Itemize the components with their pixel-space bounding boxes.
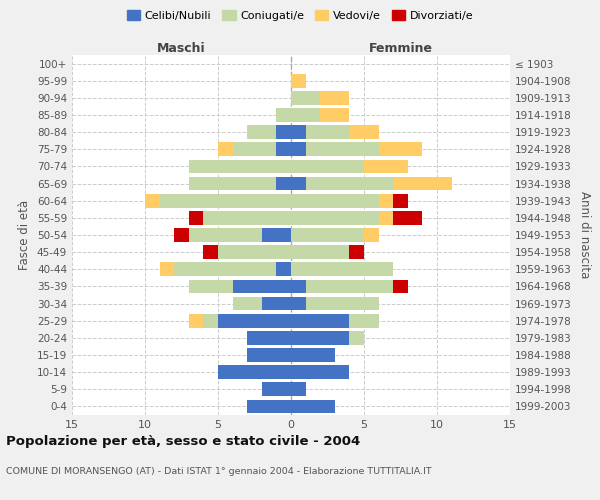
Bar (233, 296, 262, 310)
Bar (218, 314, 291, 328)
Bar (203, 314, 218, 328)
Bar (218, 142, 233, 156)
Bar (320, 108, 349, 122)
Bar (305, 126, 349, 139)
Bar (189, 211, 203, 224)
Bar (233, 280, 291, 293)
Bar (320, 91, 349, 104)
Bar (291, 176, 305, 190)
Bar (349, 126, 379, 139)
Bar (233, 142, 277, 156)
Bar (189, 176, 277, 190)
Bar (291, 314, 349, 328)
Bar (364, 228, 379, 242)
Bar (277, 262, 291, 276)
Bar (277, 176, 291, 190)
Bar (218, 366, 291, 379)
Y-axis label: Fasce di età: Fasce di età (19, 200, 31, 270)
Bar (305, 176, 393, 190)
Bar (349, 331, 364, 344)
Bar (291, 400, 335, 413)
Bar (291, 142, 305, 156)
Bar (291, 366, 349, 379)
Bar (174, 228, 189, 242)
Bar (277, 142, 291, 156)
Bar (291, 348, 335, 362)
Bar (291, 211, 379, 224)
Bar (291, 262, 393, 276)
Bar (379, 211, 393, 224)
Bar (203, 246, 218, 259)
Bar (262, 228, 291, 242)
Bar (262, 296, 291, 310)
Bar (291, 126, 305, 139)
Bar (189, 228, 262, 242)
Bar (305, 280, 393, 293)
Bar (291, 246, 349, 259)
Bar (291, 194, 379, 207)
Bar (160, 262, 174, 276)
Bar (189, 280, 233, 293)
Bar (189, 160, 291, 173)
Bar (247, 348, 291, 362)
Bar (379, 194, 393, 207)
Bar (291, 280, 305, 293)
Bar (247, 331, 291, 344)
Text: COMUNE DI MORANSENGO (AT) - Dati ISTAT 1° gennaio 2004 - Elaborazione TUTTITALIA: COMUNE DI MORANSENGO (AT) - Dati ISTAT 1… (6, 468, 431, 476)
Bar (393, 211, 422, 224)
Bar (277, 126, 291, 139)
Bar (218, 246, 291, 259)
Bar (291, 296, 305, 310)
Bar (262, 382, 291, 396)
Bar (189, 314, 203, 328)
Bar (160, 194, 291, 207)
Bar (349, 246, 364, 259)
Bar (277, 108, 291, 122)
Bar (393, 280, 408, 293)
Bar (291, 108, 320, 122)
Bar (364, 160, 408, 173)
Bar (174, 262, 277, 276)
Text: Maschi: Maschi (157, 42, 206, 55)
Bar (247, 126, 277, 139)
Bar (349, 314, 379, 328)
Bar (305, 142, 379, 156)
Bar (291, 382, 305, 396)
Bar (291, 160, 364, 173)
Bar (305, 296, 379, 310)
Bar (393, 176, 452, 190)
Bar (145, 194, 160, 207)
Bar (291, 91, 320, 104)
Text: Popolazione per età, sesso e stato civile - 2004: Popolazione per età, sesso e stato civil… (6, 435, 360, 448)
Bar (291, 74, 305, 88)
Bar (291, 331, 349, 344)
Bar (247, 400, 291, 413)
Text: Femmine: Femmine (368, 42, 433, 55)
Bar (379, 142, 422, 156)
Bar (393, 194, 408, 207)
Y-axis label: Anni di nascita: Anni di nascita (578, 192, 591, 278)
Legend: Celibi/Nubili, Coniugati/e, Vedovi/e, Divorziati/e: Celibi/Nubili, Coniugati/e, Vedovi/e, Di… (122, 6, 478, 25)
Bar (291, 228, 364, 242)
Bar (203, 211, 291, 224)
